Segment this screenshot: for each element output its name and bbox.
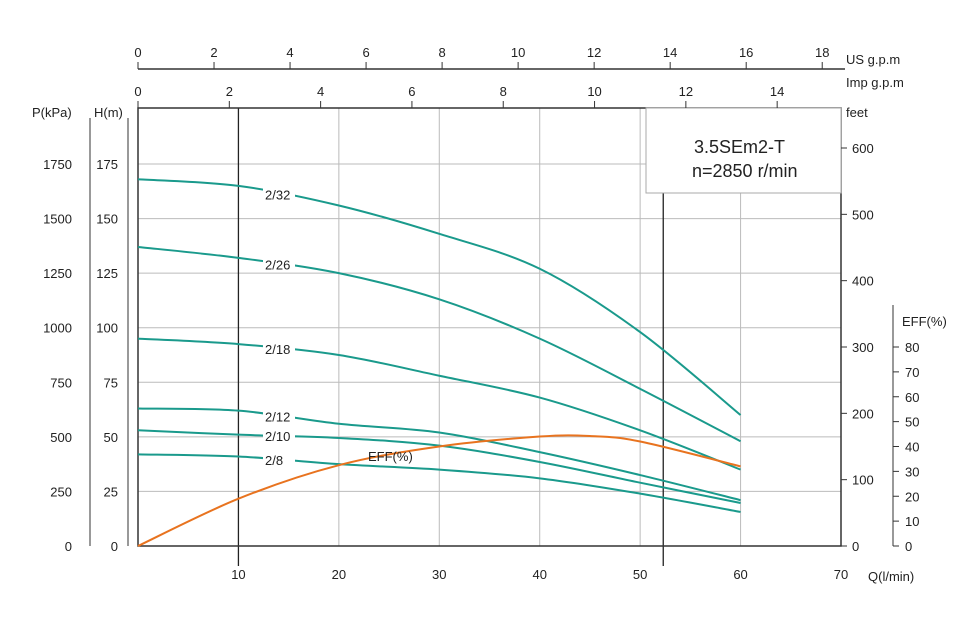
x-tick-label: 70: [834, 567, 848, 582]
imp-gpm-tick-label: 4: [317, 84, 324, 99]
feet-axis-label: feet: [846, 105, 868, 120]
curve-label-bg: [263, 450, 295, 467]
eff-tick-label: 30: [905, 464, 919, 479]
p-tick-label: 1000: [43, 321, 72, 336]
h-tick-label: 150: [96, 212, 118, 227]
us-gpm-label: US g.p.m: [846, 52, 900, 67]
efficiency-curve: [137, 434, 741, 547]
p-tick-label: 250: [50, 484, 72, 499]
imp-gpm-tick-label: 10: [587, 84, 601, 99]
model-speed: n=2850 r/min: [692, 161, 798, 181]
us-gpm-tick-label: 0: [134, 45, 141, 60]
x-tick-label: 60: [733, 567, 747, 582]
curve-label: 2/32: [265, 188, 290, 203]
h-tick-label: 125: [96, 266, 118, 281]
plot-frame: [137, 107, 842, 547]
head-curve-2-32: [137, 178, 742, 416]
feet-tick-label: 0: [852, 539, 859, 554]
x-tick-label: 40: [532, 567, 546, 582]
p-tick-label: 500: [50, 430, 72, 445]
feet-tick-label: 400: [852, 274, 874, 289]
curve-label-bg: [263, 427, 295, 444]
head-curve-2-26: [137, 245, 742, 443]
us-gpm-tick-label: 10: [511, 45, 525, 60]
us-gpm-tick-label: 4: [286, 45, 293, 60]
p-tick-label: 1750: [43, 157, 72, 172]
feet-tick-label: 200: [852, 406, 874, 421]
imp-gpm-tick-label: 12: [679, 84, 693, 99]
curve-label: 2/26: [265, 258, 290, 273]
feet-tick-label: 500: [852, 207, 874, 222]
us-gpm-tick-label: 6: [362, 45, 369, 60]
eff-tick-label: 0: [905, 539, 912, 554]
curve-label: 2/12: [265, 410, 290, 425]
eff-tick-label: 70: [905, 365, 919, 380]
eff-tick-label: 10: [905, 514, 919, 529]
x-axis-label: Q(l/min): [868, 569, 914, 584]
p-tick-label: 0: [65, 539, 72, 554]
feet-tick-label: 300: [852, 340, 874, 355]
eff-tick-label: 60: [905, 390, 919, 405]
us-gpm-tick-label: 8: [438, 45, 445, 60]
h-tick-label: 50: [104, 430, 118, 445]
us-gpm-tick-label: 18: [815, 45, 829, 60]
curve-label-bg: [263, 407, 295, 424]
h-tick-label: 25: [104, 484, 118, 499]
h-tick-label: 175: [96, 157, 118, 172]
head-curve-2-12: [137, 407, 741, 502]
eff-tick-label: 40: [905, 440, 919, 455]
eff-tick-label: 20: [905, 489, 919, 504]
x-tick-label: 10: [231, 567, 245, 582]
us-gpm-tick-label: 12: [587, 45, 601, 60]
p-tick-label: 750: [50, 375, 72, 390]
model-title: 3.5SEm2-T: [694, 137, 785, 157]
curve-label: 2/18: [265, 342, 290, 357]
curve-label: 2/10: [265, 429, 290, 444]
curve-label-bg: [263, 255, 295, 272]
head-curve-2-18: [137, 337, 741, 471]
us-gpm-tick-label: 16: [739, 45, 753, 60]
us-gpm-tick-label: 2: [210, 45, 217, 60]
imp-gpm-label: Imp g.p.m: [846, 75, 904, 90]
model-box: [645, 107, 842, 194]
imp-gpm-tick-label: 2: [226, 84, 233, 99]
h-tick-label: 100: [96, 321, 118, 336]
eff-tick-label: 50: [905, 415, 919, 430]
head-curve-2-8: [137, 453, 741, 513]
eff-tick-label: 80: [905, 340, 919, 355]
p-tick-label: 1250: [43, 266, 72, 281]
feet-tick-label: 100: [852, 473, 874, 488]
eff-axis-label: EFF(%): [902, 314, 947, 329]
h-tick-label: 75: [104, 375, 118, 390]
curve-label-bg: [263, 339, 295, 356]
imp-gpm-tick-label: 6: [408, 84, 415, 99]
curve-label-bg: [263, 185, 295, 202]
imp-gpm-tick-label: 0: [134, 84, 141, 99]
curve-label: 2/8: [265, 453, 283, 468]
x-tick-label: 30: [432, 567, 446, 582]
h-axis-label: H(m): [94, 105, 123, 120]
imp-gpm-tick-label: 8: [500, 84, 507, 99]
p-axis-label: P(kPa): [32, 105, 72, 120]
h-tick-label: 0: [111, 539, 118, 554]
us-gpm-tick-label: 14: [663, 45, 677, 60]
imp-gpm-tick-label: 14: [770, 84, 784, 99]
x-tick-label: 20: [332, 567, 346, 582]
feet-tick-label: 600: [852, 141, 874, 156]
p-tick-label: 1500: [43, 212, 72, 227]
x-tick-label: 50: [633, 567, 647, 582]
efficiency-curve-label: EFF(%): [368, 449, 413, 464]
